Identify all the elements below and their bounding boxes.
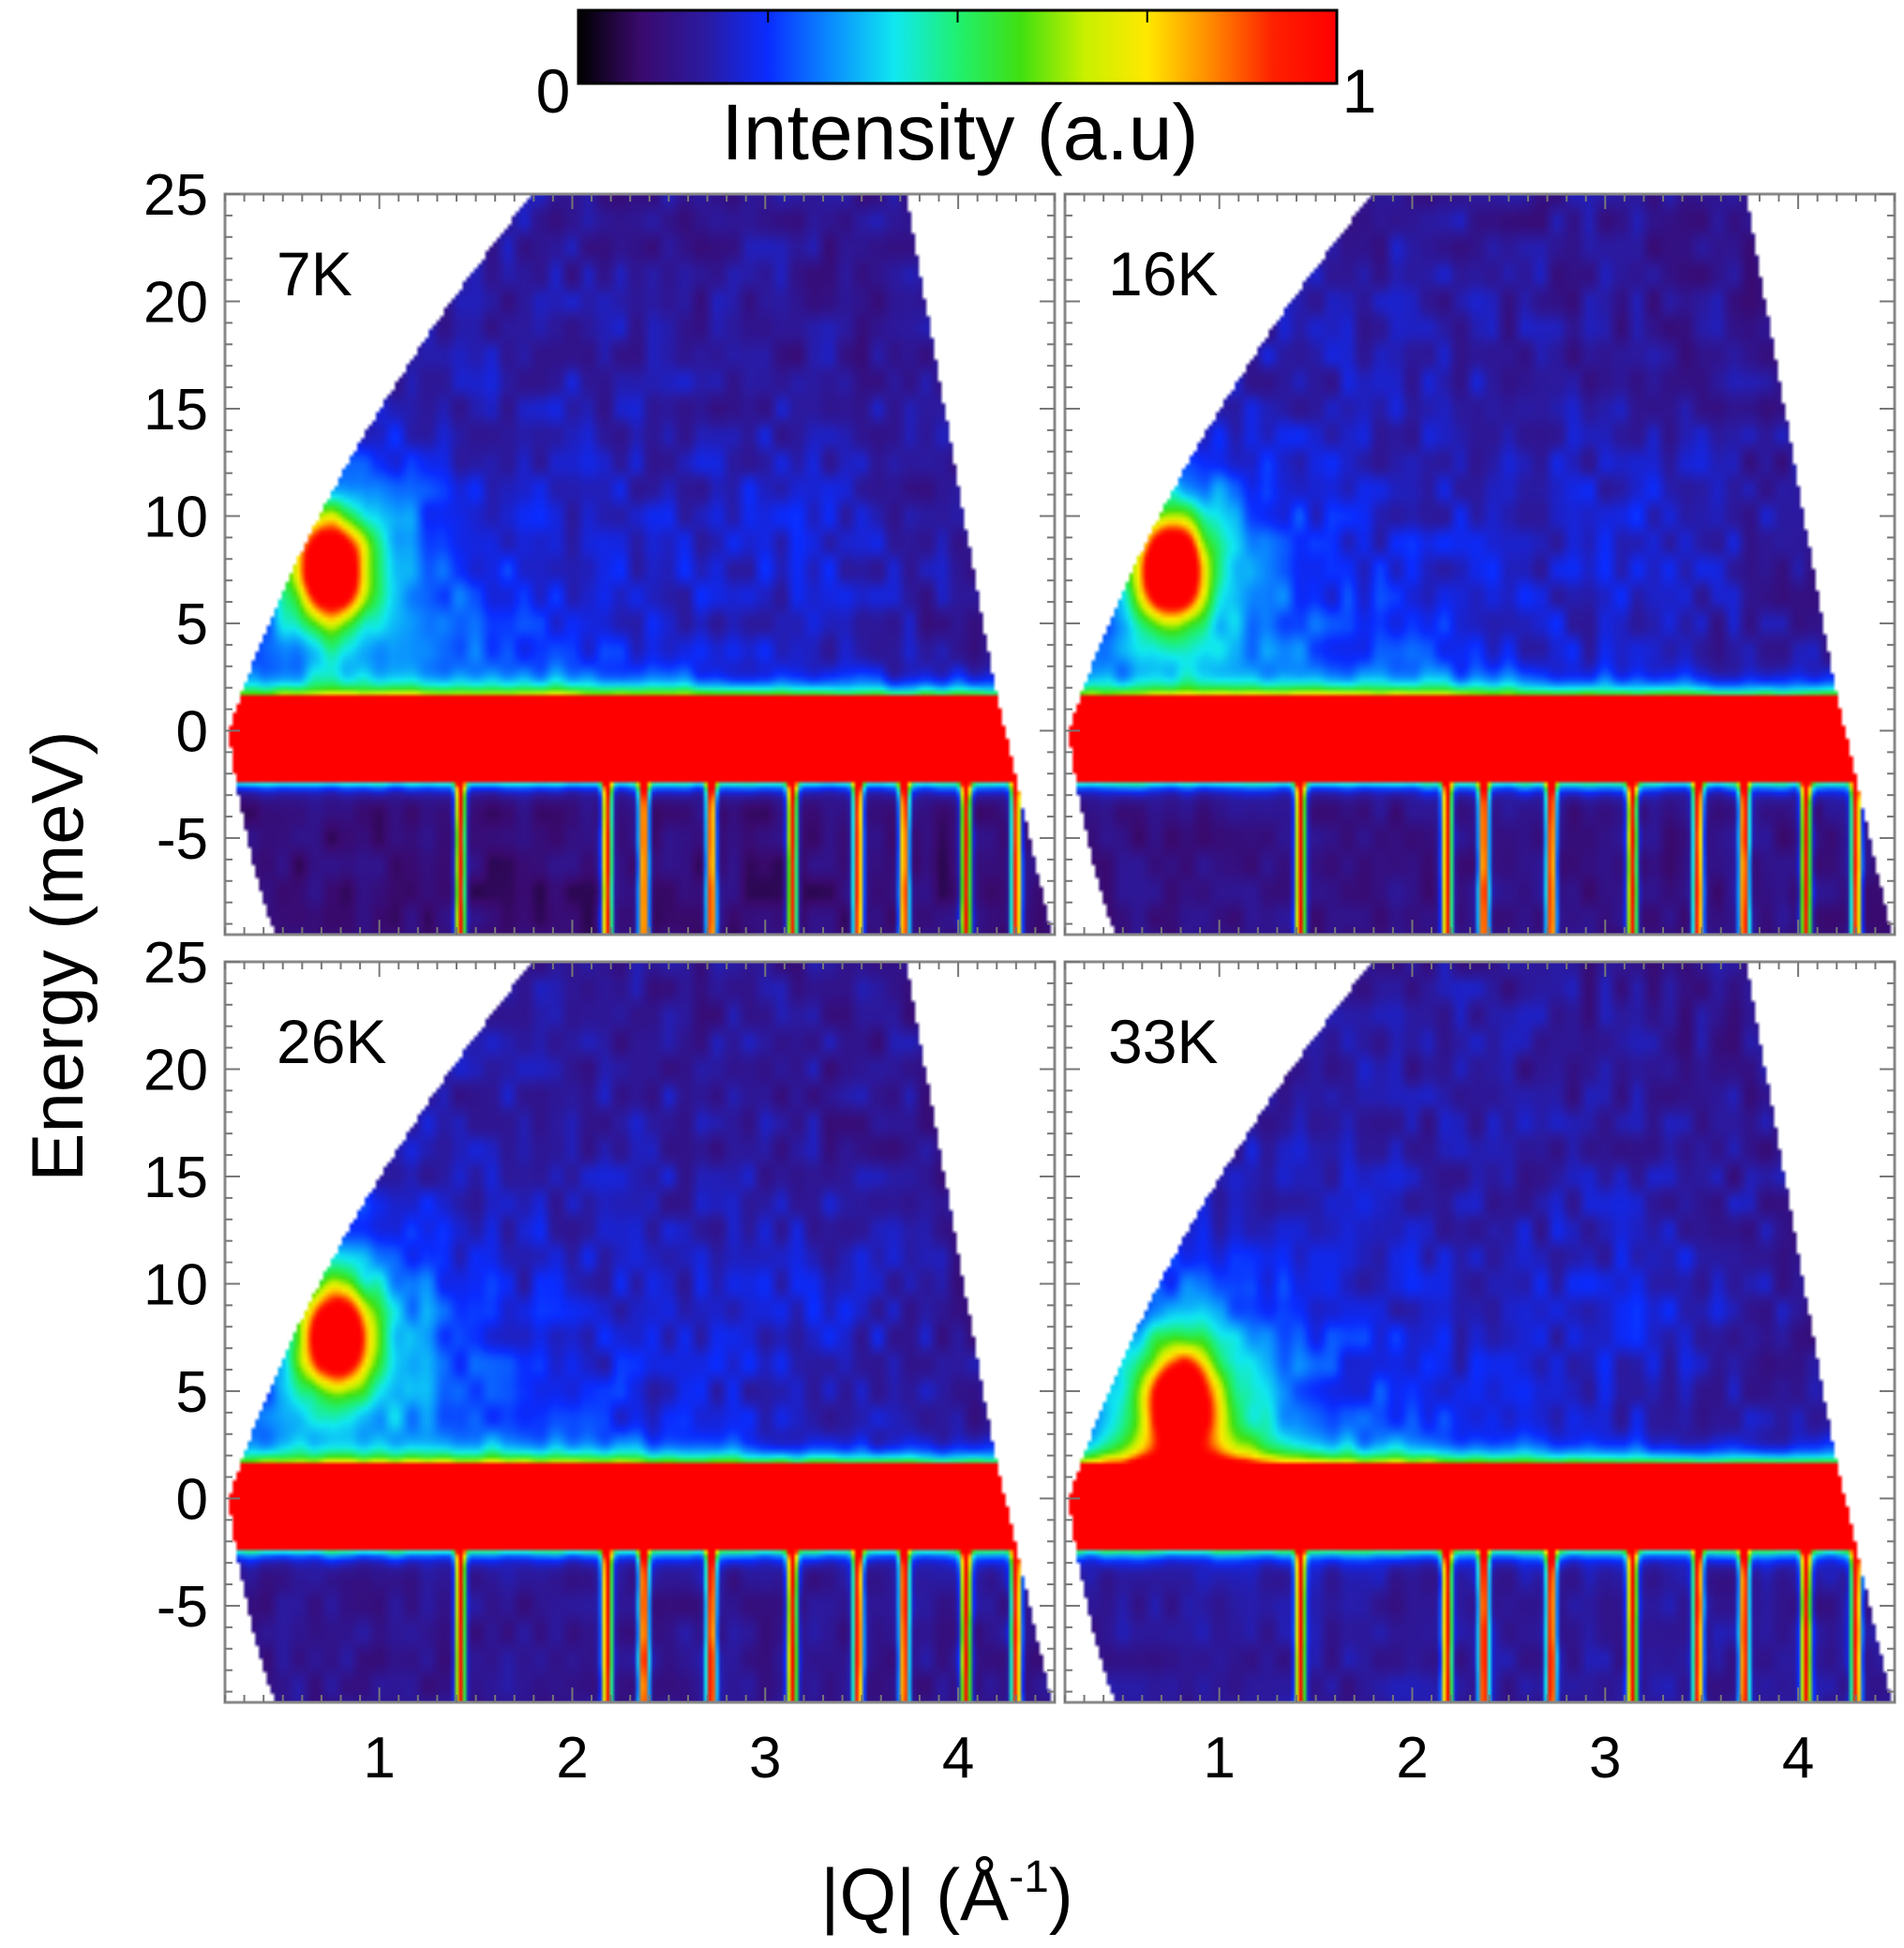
panel-label-16K: 16K xyxy=(1108,239,1218,308)
colorbar-max-label: 1 xyxy=(1342,56,1377,126)
x-tick-label: 4 xyxy=(1782,1726,1814,1791)
y-tick-label: 5 xyxy=(176,592,208,657)
x-axis-title-main: |Q| (Å xyxy=(820,1853,1009,1936)
panel-label-7K: 7K xyxy=(277,239,352,308)
panel-label-26K: 26K xyxy=(277,1007,386,1076)
ytick-labels-top: -5 0 5 10 15 20 25 xyxy=(143,163,208,872)
heatmap-7K xyxy=(225,194,1055,935)
panel-frame-16K xyxy=(1063,192,1897,937)
y-tick-label: 0 xyxy=(176,699,208,764)
x-tick-label: 1 xyxy=(1203,1726,1235,1791)
y-tick-label: 15 xyxy=(143,378,208,442)
colorbar: 0 1 Intensity (a.u) xyxy=(536,8,1377,176)
y-tick-label: -5 xyxy=(157,807,208,872)
panel-26K: 26K xyxy=(223,960,1057,1704)
y-tick-label: 5 xyxy=(176,1360,208,1425)
x-tick-label: 4 xyxy=(942,1726,974,1791)
panel-frame-7K xyxy=(223,192,1057,937)
xtick-labels-right: 1 2 3 4 xyxy=(1203,1726,1814,1791)
x-tick-label: 2 xyxy=(556,1726,588,1791)
heatmap-33K xyxy=(1065,962,1895,1702)
x-axis-title-close: ) xyxy=(1049,1853,1073,1936)
y-tick-label: 25 xyxy=(143,931,208,996)
y-tick-label: 20 xyxy=(143,270,208,335)
colorbar-min-label: 0 xyxy=(536,56,571,126)
ytick-labels-bottom: -5 0 5 10 15 20 25 xyxy=(143,931,208,1640)
panel-ticks-26K xyxy=(224,961,1056,1702)
y-tick-label: -5 xyxy=(157,1575,208,1640)
x-axis-title-superscript: -1 xyxy=(1009,1852,1049,1902)
y-tick-label: 25 xyxy=(143,163,208,228)
heatmap-26K xyxy=(225,962,1055,1702)
colorbar-title: Intensity (a.u) xyxy=(722,88,1199,176)
panel-label-33K: 33K xyxy=(1108,1007,1218,1076)
panel-ticks-33K xyxy=(1064,961,1896,1702)
panel-16K: 16K xyxy=(1063,192,1897,937)
x-tick-label: 1 xyxy=(363,1726,395,1791)
panel-frame-26K xyxy=(223,960,1057,1704)
x-tick-label: 3 xyxy=(1589,1726,1621,1791)
y-tick-label: 20 xyxy=(143,1038,208,1102)
x-tick-label: 3 xyxy=(749,1726,781,1791)
heatmap-16K xyxy=(1065,194,1895,935)
panel-ticks-16K xyxy=(1064,193,1896,935)
y-tick-label: 15 xyxy=(143,1146,208,1210)
panel-33K: 33K xyxy=(1063,960,1897,1704)
x-axis-title: |Q| (Å-1) xyxy=(820,1852,1073,1936)
y-tick-label: 0 xyxy=(176,1467,208,1532)
panel-frame-33K xyxy=(1063,960,1897,1704)
colorbar-ticks xyxy=(767,10,1148,22)
y-tick-label: 10 xyxy=(143,485,208,549)
y-tick-label: 10 xyxy=(143,1252,208,1317)
x-tick-label: 2 xyxy=(1396,1726,1428,1791)
panels: 7K 16K 26K 33K xyxy=(223,192,1897,1704)
panel-ticks-7K xyxy=(224,193,1056,935)
y-axis-title: Energy (meV) xyxy=(16,730,98,1181)
xtick-labels-left: 1 2 3 4 xyxy=(363,1726,974,1791)
panel-7K: 7K xyxy=(223,192,1057,937)
